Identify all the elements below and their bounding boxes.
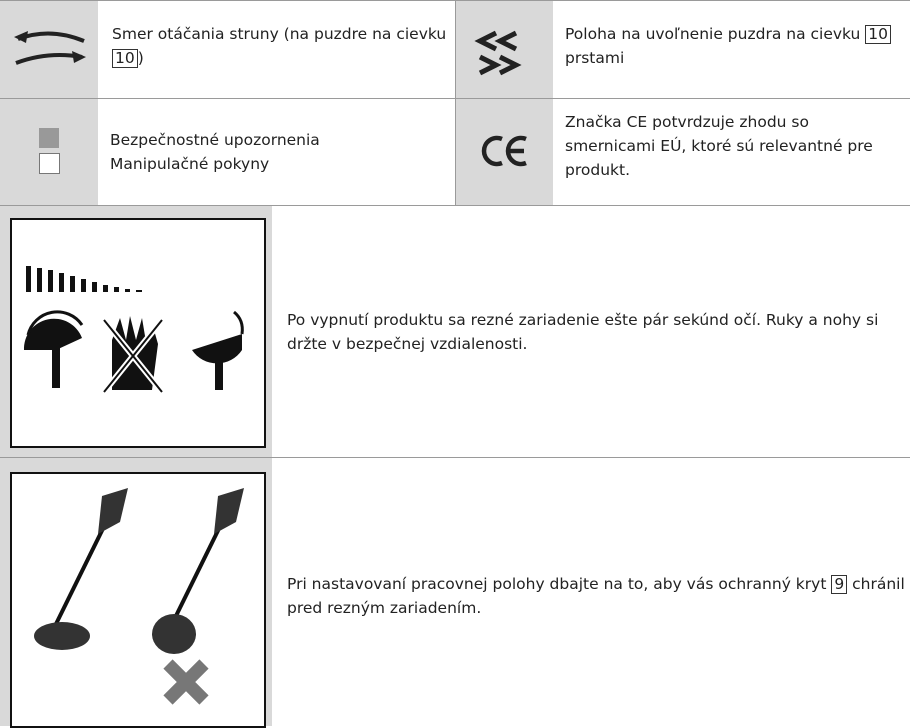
icon-cell [0,458,272,728]
text: Poloha na uvoľnenie puzdra na cievku [565,25,866,43]
symbol-text: Smer otáčania struny (na puzdre na cievk… [112,22,452,70]
icon-cell [456,99,553,205]
square-icons [39,128,60,174]
text: chránil pred rezným zariadením. [287,575,905,617]
pictogram [10,218,266,448]
text: Smer otáčania struny (na puzdre na cievk… [112,25,447,43]
ref: 9 [831,575,848,594]
symbol-text: Poloha na uvoľnenie puzdra na cievku 10 … [565,22,895,70]
warning-text: Pri nastavovaní pracovnej polohy dbajte … [287,572,907,620]
warning-text: Po vypnutí produktu sa rezné zariadenie … [287,308,907,356]
icon-cell [0,206,272,457]
icon-cell [456,1,553,98]
text: Značka CE potvrdzuje zhodu so smernicami… [565,113,873,179]
rotation-icon [14,31,86,65]
pictogram [10,472,266,728]
text: ) [137,49,144,67]
chevron-icon [474,30,522,76]
rule [0,457,910,458]
rule [0,205,910,206]
symbol-text: Značka CE potvrdzuje zhodu so smernicami… [565,110,900,182]
rule [0,98,910,99]
ce-mark [481,135,527,167]
ref: 10 [865,25,892,44]
text: Manipulačné pokyny [110,155,270,173]
text: Pri nastavovaní pracovnej polohy dbajte … [287,575,832,593]
icon-cell [0,99,98,205]
text: Po vypnutí produktu sa rezné zariadenie … [287,311,879,353]
icon-cell [0,1,98,98]
coasting-icon [23,266,244,394]
ref: 10 [112,49,138,68]
symbol-text: Bezpečnostné upozornenia Manipulačné poky… [110,128,450,176]
rule [455,0,456,205]
text: prstami [565,49,625,67]
text: Bezpečnostné upozornenia [110,131,320,149]
trimmer-icon [34,488,244,705]
